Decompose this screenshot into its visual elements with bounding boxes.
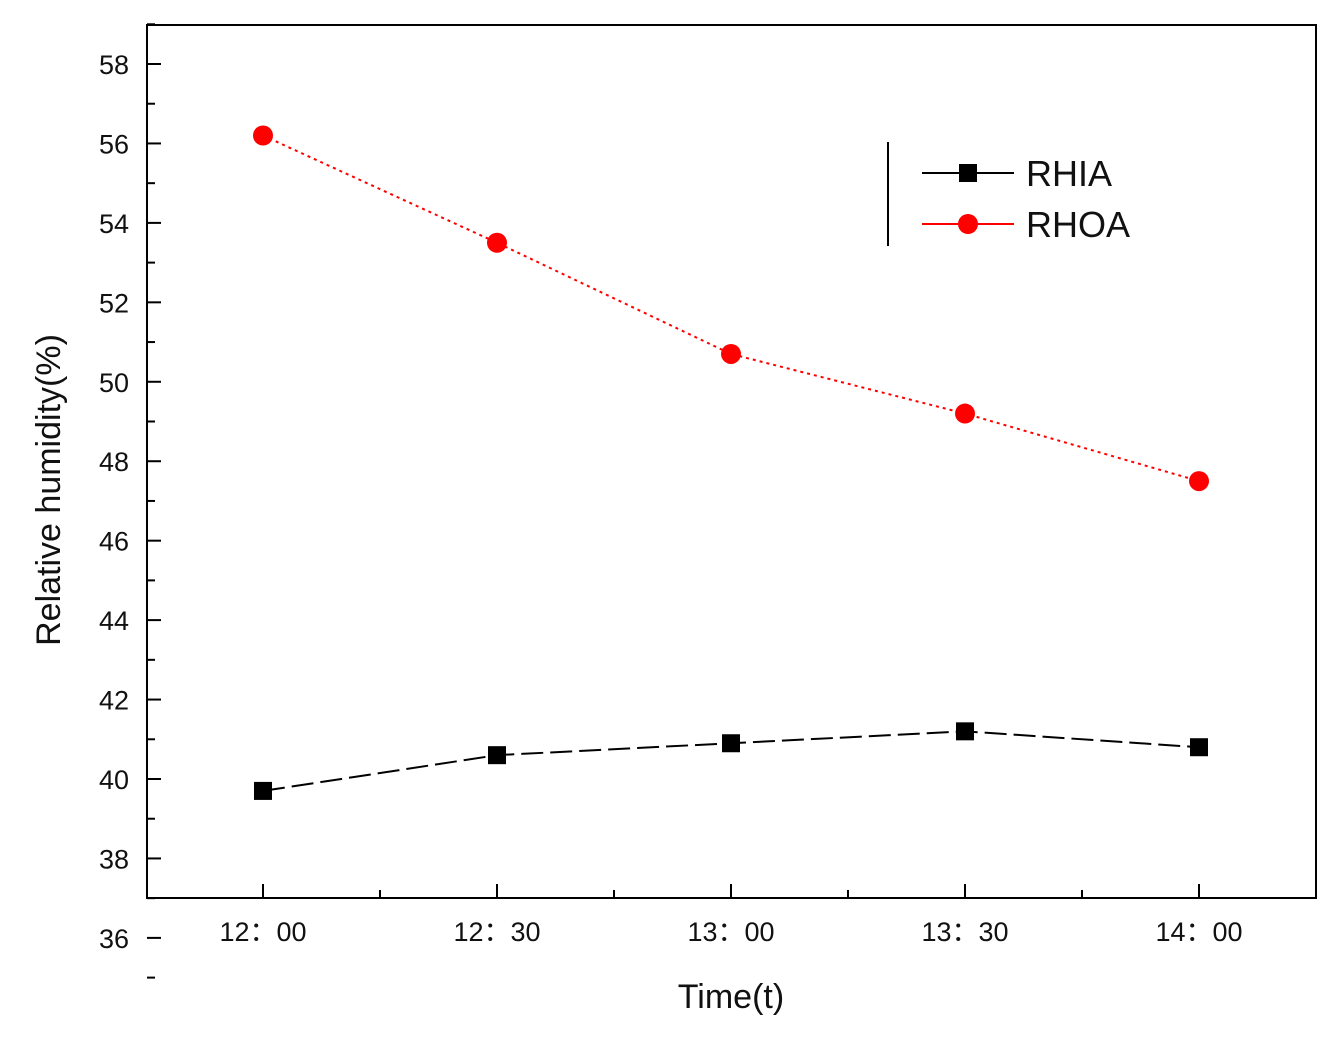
- legend-marker-rhia: [959, 164, 977, 182]
- x-axis-title: Time(t): [678, 978, 784, 1016]
- y-tick-label: 46: [99, 527, 129, 557]
- y-tick-label: 48: [99, 447, 129, 477]
- x-tick-label: 12：00: [219, 917, 306, 947]
- y-tick-label: 56: [99, 129, 129, 159]
- x-tick-label: 13：30: [921, 917, 1008, 947]
- legend-label-rhoa: RHOA: [1026, 204, 1130, 245]
- series-layer: [253, 125, 1209, 800]
- y-tick-label: 38: [99, 844, 129, 874]
- data-point-rhoa: [1189, 471, 1209, 492]
- y-tick-label: 40: [99, 765, 129, 795]
- legend-label-rhia: RHIA: [1026, 153, 1112, 194]
- y-tick-label: 50: [99, 368, 129, 398]
- y-tick-label: 42: [99, 686, 129, 716]
- data-point-rhoa: [253, 125, 273, 146]
- y-axis-title: Relative humidity(%): [30, 334, 68, 646]
- x-tick-label: 12：30: [453, 917, 540, 947]
- y-axis: 36 38 40 42 44 46 48 50 52 54 56 58: [99, 23, 161, 979]
- y-tick-label: 58: [99, 50, 129, 80]
- x-axis: 12：00 12：30 13：00 13：30 14：00: [219, 884, 1243, 947]
- data-point-rhoa: [721, 343, 741, 364]
- data-point-rhia: [722, 734, 740, 753]
- legend: RHIA RHOA: [887, 142, 1130, 246]
- data-point-rhia: [488, 746, 506, 765]
- data-point-rhoa: [955, 403, 975, 424]
- data-point-rhia: [1190, 738, 1208, 757]
- y-tick-label: 36: [99, 924, 129, 954]
- y-tick-label: 52: [99, 288, 129, 318]
- data-point-rhia: [254, 781, 272, 800]
- legend-marker-rhoa: [958, 214, 978, 234]
- x-tick-label: 13：00: [687, 917, 774, 947]
- x-tick-label: 14：00: [1155, 917, 1242, 947]
- data-point-rhoa: [487, 232, 507, 253]
- data-point-rhia: [956, 722, 974, 741]
- y-tick-label: 44: [99, 606, 129, 636]
- y-tick-label: 54: [99, 209, 129, 239]
